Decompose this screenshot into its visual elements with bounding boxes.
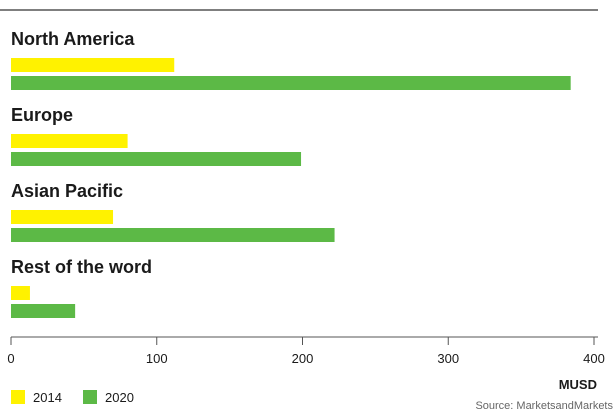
bar-rest-of-the-word-2020 <box>11 304 76 318</box>
x-axis-unit: MUSD <box>559 377 597 392</box>
category-label-europe: Europe <box>11 105 73 125</box>
legend-swatch-2020 <box>83 390 97 404</box>
bar-europe-2020 <box>11 152 302 166</box>
legend: 2014 2020 <box>11 390 134 405</box>
category-labels: North America Europe Asian Pacific Rest of … <box>11 29 152 277</box>
bar-europe-2014 <box>11 134 128 148</box>
legend-label-2014: 2014 <box>33 390 62 405</box>
bars <box>11 58 571 318</box>
x-tick-label-400: 400 <box>583 351 605 366</box>
x-tick-label-0: 0 <box>7 351 14 366</box>
x-tick-label-300: 300 <box>437 351 459 366</box>
bar-asian-pacific-2020 <box>11 228 335 242</box>
legend-label-2020: 2020 <box>105 390 134 405</box>
legend-swatch-2014 <box>11 390 25 404</box>
x-tick-label-100: 100 <box>146 351 168 366</box>
category-label-asian-pacific: Asian Pacific <box>11 181 123 201</box>
bar-asian-pacific-2014 <box>11 210 114 224</box>
x-axis: 0 100 200 300 400 <box>7 336 605 366</box>
x-tick-label-200: 200 <box>292 351 314 366</box>
bar-north-america-2020 <box>11 76 571 90</box>
bar-rest-of-the-word-2014 <box>11 286 30 300</box>
source-note: Source: MarketsandMarkets <box>475 400 613 409</box>
category-label-north-america: North America <box>11 29 135 49</box>
category-label-rest-of-the-word: Rest of the word <box>11 257 152 277</box>
bar-north-america-2014 <box>11 58 175 72</box>
